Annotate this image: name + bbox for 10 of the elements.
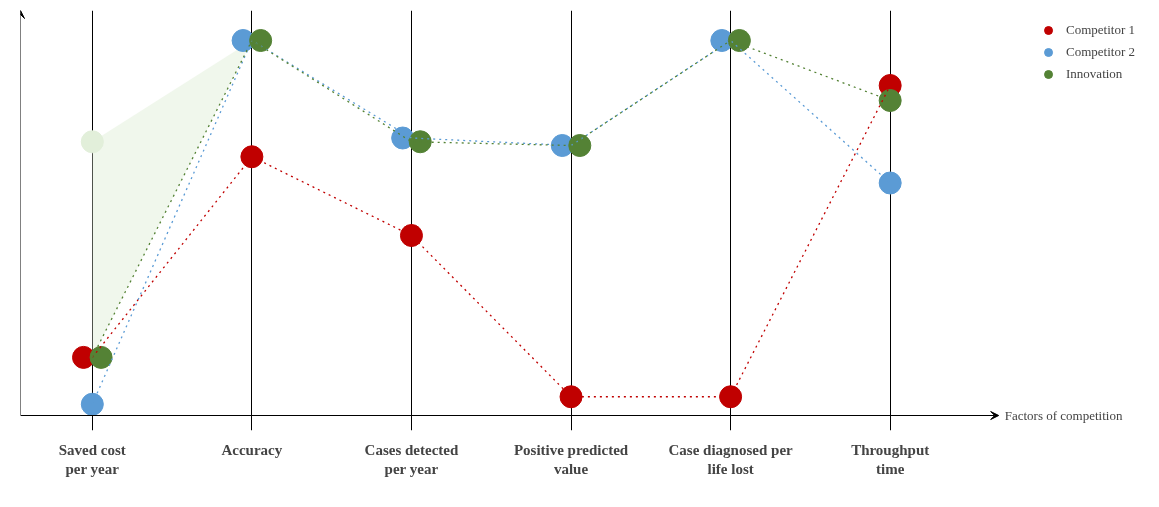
x-tick-label: Saved cost per year xyxy=(58,441,126,477)
legend-label: Competitor 1 xyxy=(1066,22,1135,38)
x-tick-label: Throughput time xyxy=(851,441,930,477)
x-axis-title: Factors of competition xyxy=(1004,408,1123,423)
x-tick-label: Accuracy xyxy=(221,441,283,458)
x-tick-label: Cases detected per year xyxy=(364,441,459,477)
x-tick-label: Case diagnosed per life lost xyxy=(668,441,794,477)
x-tick-label: Positive predicted value xyxy=(513,441,629,477)
legend-label: Competitor 2 xyxy=(1066,44,1135,60)
legend-label: Innovation xyxy=(1066,66,1123,82)
